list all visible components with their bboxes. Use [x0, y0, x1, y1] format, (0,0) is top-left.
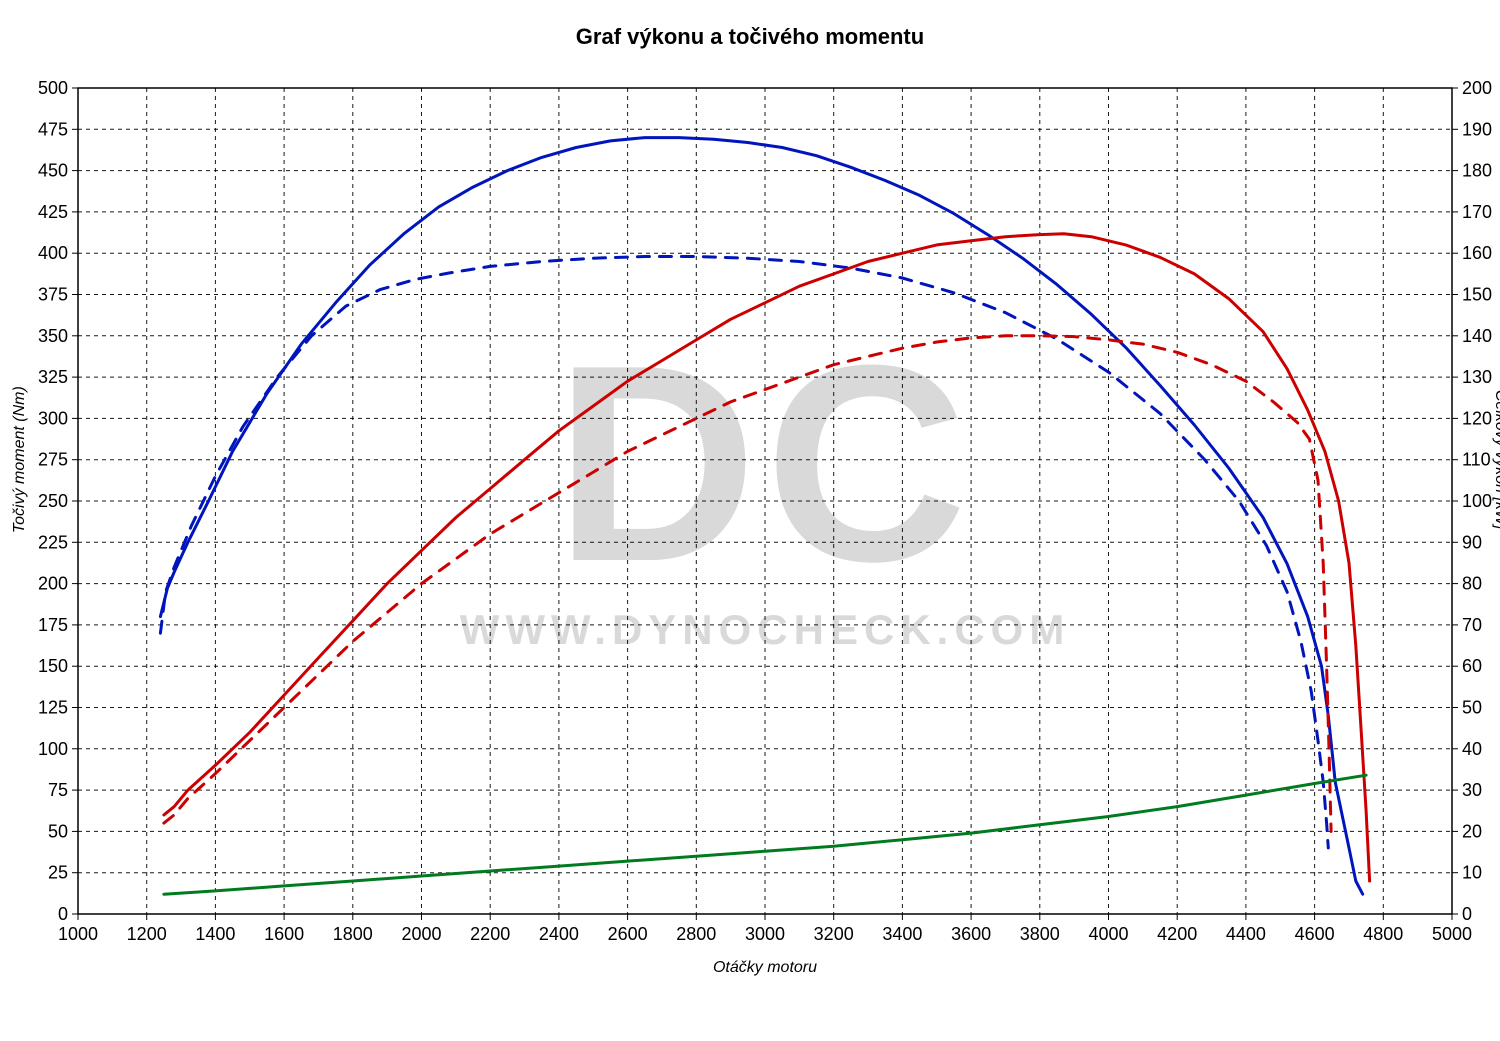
y-right-tick-labels: 0 10 20 30 40 50 60 70 80 90 100 110 120 130 140 150 160…: [1452, 78, 1492, 924]
x-axis-label: Otáčky motoru: [713, 959, 817, 976]
y-right-tick: 40: [1462, 739, 1482, 759]
y-left-tick: 500: [38, 78, 68, 98]
x-tick: 3000: [745, 924, 785, 944]
x-tick: 4400: [1226, 924, 1266, 944]
chart-title: Graf výkonu a točivého momentu: [576, 24, 924, 49]
y-right-tick: 160: [1462, 243, 1492, 263]
chart-svg: Graf výkonu a točivého momentu DC WWW.DY…: [0, 0, 1500, 1041]
y-right-tick: 70: [1462, 615, 1482, 635]
y-left-tick: 100: [38, 739, 68, 759]
y-left-tick: 325: [38, 367, 68, 387]
x-tick: 3400: [882, 924, 922, 944]
x-tick: 3600: [951, 924, 991, 944]
y-left-tick: 150: [38, 656, 68, 676]
x-tick: 2800: [676, 924, 716, 944]
y-right-tick: 120: [1462, 408, 1492, 428]
x-tick: 4800: [1363, 924, 1403, 944]
y-left-tick: 250: [38, 491, 68, 511]
watermark-url: WWW.DYNOCHECK.COM: [460, 606, 1071, 653]
y-right-axis-label: Celkový výkon [kW]: [1492, 390, 1500, 530]
x-tick: 1400: [195, 924, 235, 944]
x-tick: 2000: [401, 924, 441, 944]
y-right-tick: 190: [1462, 119, 1492, 139]
y-right-tick: 180: [1462, 161, 1492, 181]
y-right-tick: 20: [1462, 821, 1482, 841]
y-left-tick: 50: [48, 821, 68, 841]
y-right-tick: 200: [1462, 78, 1492, 98]
y-left-tick: 450: [38, 161, 68, 181]
y-right-tick: 110: [1462, 450, 1491, 470]
y-left-tick-labels: 0 25 50 75 100 125 150 175 200 225 250 275 300 325 350…: [38, 78, 78, 924]
x-tick: 3800: [1020, 924, 1060, 944]
x-tick: 1600: [264, 924, 304, 944]
y-left-tick: 475: [38, 119, 68, 139]
x-tick: 4000: [1088, 924, 1128, 944]
y-right-tick: 0: [1462, 904, 1472, 924]
y-left-tick: 0: [58, 904, 68, 924]
y-right-tick: 10: [1462, 863, 1482, 883]
x-tick: 5000: [1432, 924, 1472, 944]
x-tick: 1200: [127, 924, 167, 944]
x-tick-labels: 1000 1200 1400 1600 1800 2000 2200 2400 2600 2800…: [58, 914, 1472, 944]
y-left-tick: 25: [48, 863, 68, 883]
y-right-tick: 150: [1462, 285, 1492, 305]
y-left-tick: 175: [38, 615, 68, 635]
y-left-tick: 425: [38, 202, 68, 222]
x-tick: 3200: [814, 924, 854, 944]
y-left-tick: 400: [38, 243, 68, 263]
y-right-tick: 90: [1462, 532, 1482, 552]
y-left-tick: 200: [38, 574, 68, 594]
y-right-tick: 60: [1462, 656, 1482, 676]
x-tick: 2200: [470, 924, 510, 944]
x-tick: 2600: [608, 924, 648, 944]
y-left-tick: 375: [38, 285, 68, 305]
y-right-tick: 140: [1462, 326, 1492, 346]
x-tick: 4200: [1157, 924, 1197, 944]
y-left-axis-label: Točivý moment (Nm): [11, 386, 28, 533]
x-tick: 1800: [333, 924, 373, 944]
y-left-tick: 125: [38, 698, 68, 718]
y-right-tick: 50: [1462, 698, 1482, 718]
y-left-tick: 75: [48, 780, 68, 800]
y-right-tick: 170: [1462, 202, 1492, 222]
y-right-tick: 80: [1462, 574, 1482, 594]
y-left-tick: 300: [38, 408, 68, 428]
y-left-tick: 275: [38, 450, 68, 470]
x-tick: 1000: [58, 924, 98, 944]
y-right-tick: 100: [1462, 491, 1492, 511]
y-right-tick: 30: [1462, 780, 1482, 800]
x-tick: 4600: [1295, 924, 1335, 944]
y-right-tick: 130: [1462, 367, 1492, 387]
x-tick: 2400: [539, 924, 579, 944]
y-left-tick: 350: [38, 326, 68, 346]
y-left-tick: 225: [38, 532, 68, 552]
dyno-chart: Graf výkonu a točivého momentu DC WWW.DY…: [0, 0, 1500, 1041]
